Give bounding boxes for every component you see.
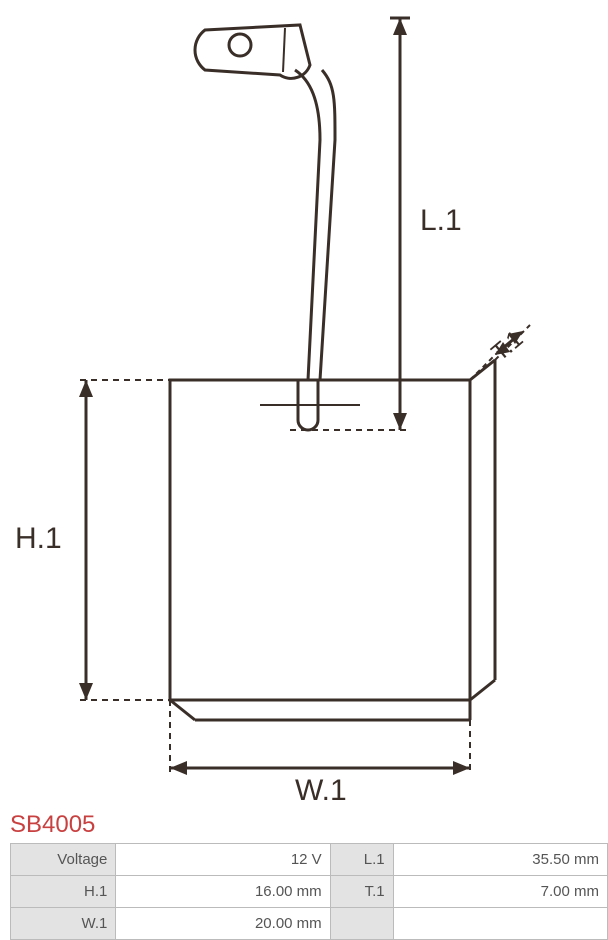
table-row: Voltage 12 V L.1 35.50 mm	[11, 844, 608, 876]
spec-label: T.1	[330, 876, 393, 908]
spec-value: 16.00 mm	[116, 876, 330, 908]
label-l1: L.1	[420, 204, 462, 237]
spec-value: 12 V	[116, 844, 330, 876]
table-row: H.1 16.00 mm T.1 7.00 mm	[11, 876, 608, 908]
spec-label: Voltage	[11, 844, 116, 876]
table-row: W.1 20.00 mm	[11, 908, 608, 940]
spec-table: Voltage 12 V L.1 35.50 mm H.1 16.00 mm T…	[10, 843, 608, 940]
spec-value	[393, 908, 607, 940]
spec-label: W.1	[11, 908, 116, 940]
spec-value: 20.00 mm	[116, 908, 330, 940]
technical-diagram: L.1 H.1 W.1 T.1	[0, 0, 608, 805]
label-h1: H.1	[15, 522, 62, 555]
spec-label: L.1	[330, 844, 393, 876]
label-w1: W.1	[295, 774, 347, 805]
spec-label: H.1	[11, 876, 116, 908]
part-number-title: SB4005	[0, 805, 608, 843]
spec-value: 35.50 mm	[393, 844, 607, 876]
spec-label	[330, 908, 393, 940]
spec-value: 7.00 mm	[393, 876, 607, 908]
